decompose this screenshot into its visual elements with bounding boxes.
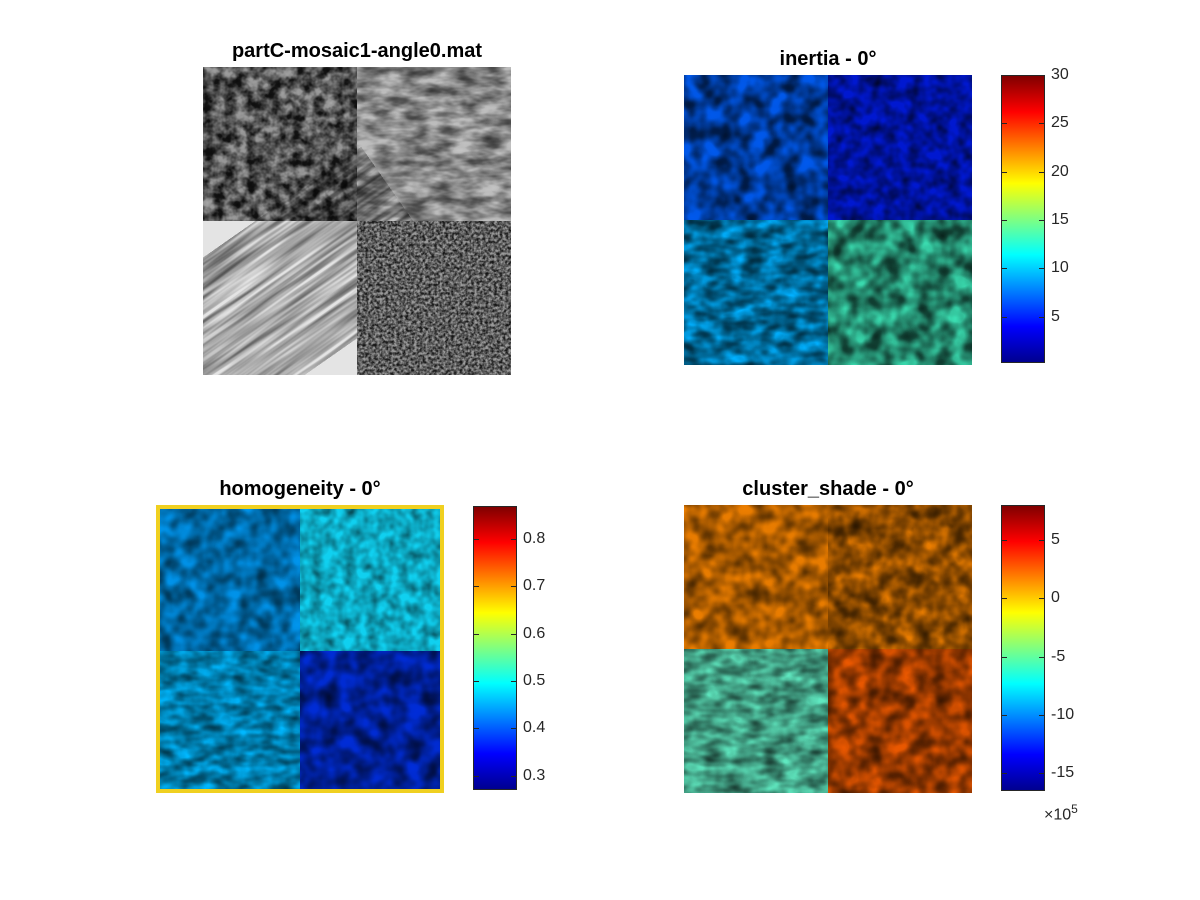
homogeneity-colorbar: 0.3 0.4 0.5 0.6 0.7 0.8 bbox=[473, 506, 553, 790]
colorbar-tick-mark bbox=[473, 681, 479, 683]
mosaic-image bbox=[203, 67, 511, 375]
colorbar-tick-label: -15 bbox=[1051, 764, 1075, 782]
cluster-shade-heatmap bbox=[684, 505, 972, 793]
colorbar-tick-mark bbox=[1001, 171, 1007, 173]
colorbar-tick-mark bbox=[1039, 656, 1045, 658]
colorbar-tick-mark bbox=[1001, 540, 1007, 542]
colorbar-tick-mark bbox=[1001, 75, 1007, 76]
colorbar-exponent-power: 5 bbox=[1071, 802, 1078, 816]
colorbar-tick-mark bbox=[473, 586, 479, 588]
colorbar-tick-mark bbox=[1039, 219, 1045, 221]
colorbar-exponent-base: ×10 bbox=[1044, 806, 1072, 824]
cluster-shade-colorbar-gradient bbox=[1001, 505, 1045, 791]
inertia-title: inertia - 0° bbox=[779, 48, 877, 70]
colorbar-tick-label: 20 bbox=[1051, 162, 1069, 180]
colorbar-tick-mark bbox=[1039, 75, 1045, 76]
colorbar-tick-label: -5 bbox=[1051, 647, 1066, 665]
colorbar-tick-mark bbox=[1001, 598, 1007, 600]
colorbar-tick-mark bbox=[1039, 598, 1045, 600]
homogeneity-heatmap bbox=[156, 505, 444, 793]
colorbar-tick-mark bbox=[511, 775, 517, 777]
colorbar-tick-label: 0.4 bbox=[523, 719, 546, 737]
colorbar-tick-label: 0.8 bbox=[523, 530, 546, 548]
colorbar-tick-mark bbox=[1001, 715, 1007, 717]
colorbar-tick-label: -10 bbox=[1051, 706, 1075, 724]
cluster-shade-title: cluster_shade - 0° bbox=[742, 478, 914, 500]
colorbar-tick-mark bbox=[473, 633, 479, 635]
homogeneity-colorbar-gradient bbox=[473, 506, 517, 790]
colorbar-tick-mark bbox=[1039, 268, 1045, 270]
colorbar-tick-label: 5 bbox=[1051, 307, 1060, 325]
colorbar-tick-mark bbox=[473, 775, 479, 777]
colorbar-tick-mark bbox=[1001, 268, 1007, 270]
inertia-colorbar: 5 10 15 20 25 30 bbox=[1001, 66, 1081, 363]
colorbar-tick-mark bbox=[1039, 540, 1045, 542]
colorbar-tick-mark bbox=[511, 586, 517, 588]
inertia-colorbar-gradient bbox=[1001, 75, 1045, 363]
colorbar-tick-label: 0 bbox=[1051, 589, 1060, 607]
colorbar-tick-mark bbox=[511, 728, 517, 730]
colorbar-tick-label: 0.6 bbox=[523, 624, 546, 642]
colorbar-tick-label: 5 bbox=[1051, 531, 1060, 549]
colorbar-tick-label: 15 bbox=[1051, 210, 1069, 228]
colorbar-tick-mark bbox=[1039, 316, 1045, 318]
colorbar-tick-mark bbox=[473, 728, 479, 730]
colorbar-tick-mark bbox=[511, 633, 517, 635]
cluster-shade-colorbar-exponent: ×105 bbox=[1044, 802, 1078, 824]
colorbar-tick-mark bbox=[1001, 316, 1007, 318]
inertia-heatmap bbox=[684, 75, 972, 365]
colorbar-tick-mark bbox=[1039, 123, 1045, 125]
colorbar-tick-mark bbox=[1039, 715, 1045, 717]
colorbar-tick-mark bbox=[511, 539, 517, 541]
colorbar-tick-mark bbox=[1001, 773, 1007, 775]
colorbar-tick-label: 0.5 bbox=[523, 672, 546, 690]
cluster-shade-colorbar: 5 0 -5 -10 -15 bbox=[1001, 505, 1081, 791]
colorbar-tick-mark bbox=[1039, 171, 1045, 173]
colorbar-tick-label: 0.7 bbox=[523, 577, 546, 595]
colorbar-tick-mark bbox=[1001, 219, 1007, 221]
colorbar-tick-label: 10 bbox=[1051, 259, 1069, 277]
colorbar-tick-label: 25 bbox=[1051, 114, 1069, 132]
colorbar-tick-mark bbox=[1001, 123, 1007, 125]
homogeneity-title: homogeneity - 0° bbox=[219, 478, 381, 500]
colorbar-tick-mark bbox=[473, 539, 479, 541]
mosaic-title: partC-mosaic1-angle0.mat bbox=[231, 40, 483, 62]
colorbar-tick-mark bbox=[1001, 656, 1007, 658]
colorbar-tick-mark bbox=[1039, 773, 1045, 775]
colorbar-tick-mark bbox=[511, 681, 517, 683]
colorbar-tick-label: 30 bbox=[1051, 66, 1069, 83]
colorbar-tick-label: 0.3 bbox=[523, 766, 546, 784]
